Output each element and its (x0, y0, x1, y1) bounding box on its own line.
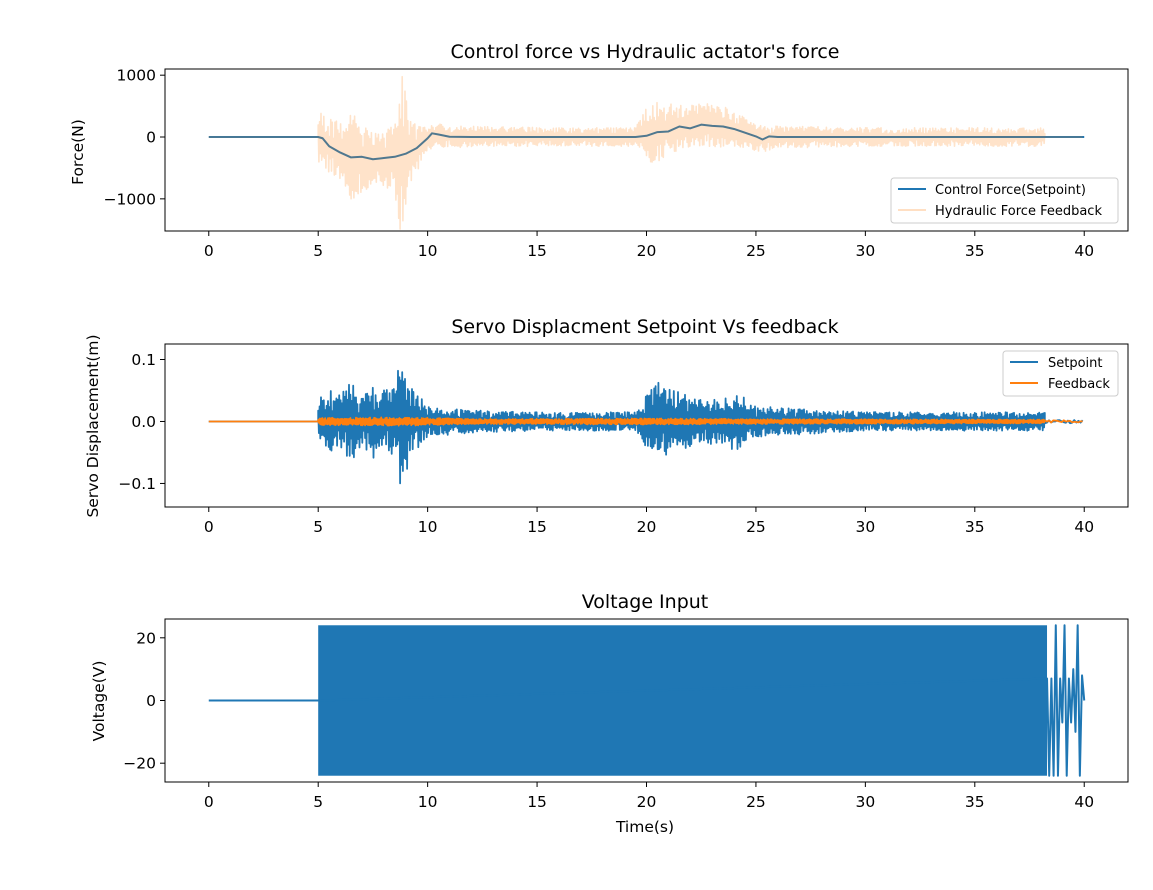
subplot-voltage: Voltage Input Voltage(V) Time(s) 0 5 10 15 2… (90, 591, 1129, 836)
plot-area: 0 5 10 15 20 25 30 35 40 20 0 −20 (123, 618, 1129, 811)
x-tick-label: 40 (1074, 518, 1094, 536)
x-tick-label: 35 (965, 518, 985, 536)
y-tick-label: 0.0 (131, 413, 156, 431)
x-tick-label: 25 (746, 242, 766, 260)
y-tick-label: 0 (146, 692, 156, 710)
y-axis-label: Servo Displacement(m) (84, 334, 102, 517)
x-tick-label: 30 (855, 518, 875, 536)
x-tick-label: 0 (204, 242, 214, 260)
data-layer (208, 624, 1086, 777)
x-tick-label: 0 (204, 793, 214, 811)
legend-label-hydraulic-force: Hydraulic Force Feedback (935, 204, 1102, 219)
plot-area: 0 5 10 15 20 25 30 35 40 1000 0 −1000 (104, 67, 1129, 260)
y-tick-label: 0.1 (131, 351, 156, 369)
chart-title: Control force vs Hydraulic actator's for… (451, 41, 840, 63)
chart-title: Voltage Input (582, 591, 709, 613)
x-tick-label: 35 (965, 242, 985, 260)
legend-box (890, 177, 1119, 224)
y-tick-label: −1000 (104, 190, 156, 208)
x-tick-label: 30 (855, 242, 875, 260)
x-tick-label: 40 (1074, 242, 1094, 260)
x-tick-label: 25 (746, 793, 766, 811)
y-tick-label: 0 (146, 129, 156, 147)
x-tick-label: 20 (637, 518, 657, 536)
y-axis-label: Force(N) (69, 119, 87, 185)
x-tick-label: 20 (637, 242, 657, 260)
x-axis-label: Time(s) (615, 818, 674, 836)
x-tick-label: 10 (418, 518, 438, 536)
x-tick-label: 0 (204, 518, 214, 536)
x-tick-label: 40 (1074, 793, 1094, 811)
y-tick-label: −20 (123, 755, 156, 773)
legend-label-control-force: Control Force(Setpoint) (935, 183, 1086, 198)
subplot-servo: Servo Displacment Setpoint Vs feedback S… (84, 316, 1129, 536)
legend: Setpoint Feedback (1002, 350, 1119, 397)
x-tick-label: 10 (418, 242, 438, 260)
x-tick-label: 15 (527, 518, 547, 536)
y-tick-label: −0.1 (118, 475, 156, 493)
y-axis-label: Voltage(V) (90, 661, 108, 742)
data-layer (208, 75, 1085, 230)
series-band-voltage (318, 625, 1048, 776)
x-tick-label: 30 (855, 793, 875, 811)
x-tick-label: 20 (637, 793, 657, 811)
x-tick-label: 25 (746, 518, 766, 536)
x-tick-label: 15 (527, 242, 547, 260)
chart-title: Servo Displacment Setpoint Vs feedback (451, 316, 838, 338)
plot-area: 0 5 10 15 20 25 30 35 40 0.1 0.0 −0.1 (118, 343, 1129, 536)
legend-label-feedback: Feedback (1048, 377, 1110, 392)
series-line-hydraulic-force-feedback (208, 75, 1083, 230)
series-line-feedback (208, 416, 1083, 427)
x-tick-label: 5 (313, 518, 323, 536)
data-layer (208, 369, 1084, 485)
x-tick-label: 5 (313, 793, 323, 811)
subplot-force: Control force vs Hydraulic actator's for… (69, 41, 1129, 260)
series-line-voltage (208, 624, 1086, 777)
y-tick-label: 1000 (117, 67, 156, 85)
legend-label-setpoint: Setpoint (1048, 356, 1103, 371)
legend: Control Force(Setpoint) Hydraulic Force … (890, 177, 1119, 224)
x-tick-label: 35 (965, 793, 985, 811)
x-tick-label: 5 (313, 242, 323, 260)
y-tick-label: 20 (136, 629, 156, 647)
series-line-control-force-setpoint (208, 123, 1085, 161)
x-tick-label: 15 (527, 793, 547, 811)
x-tick-label: 10 (418, 793, 438, 811)
